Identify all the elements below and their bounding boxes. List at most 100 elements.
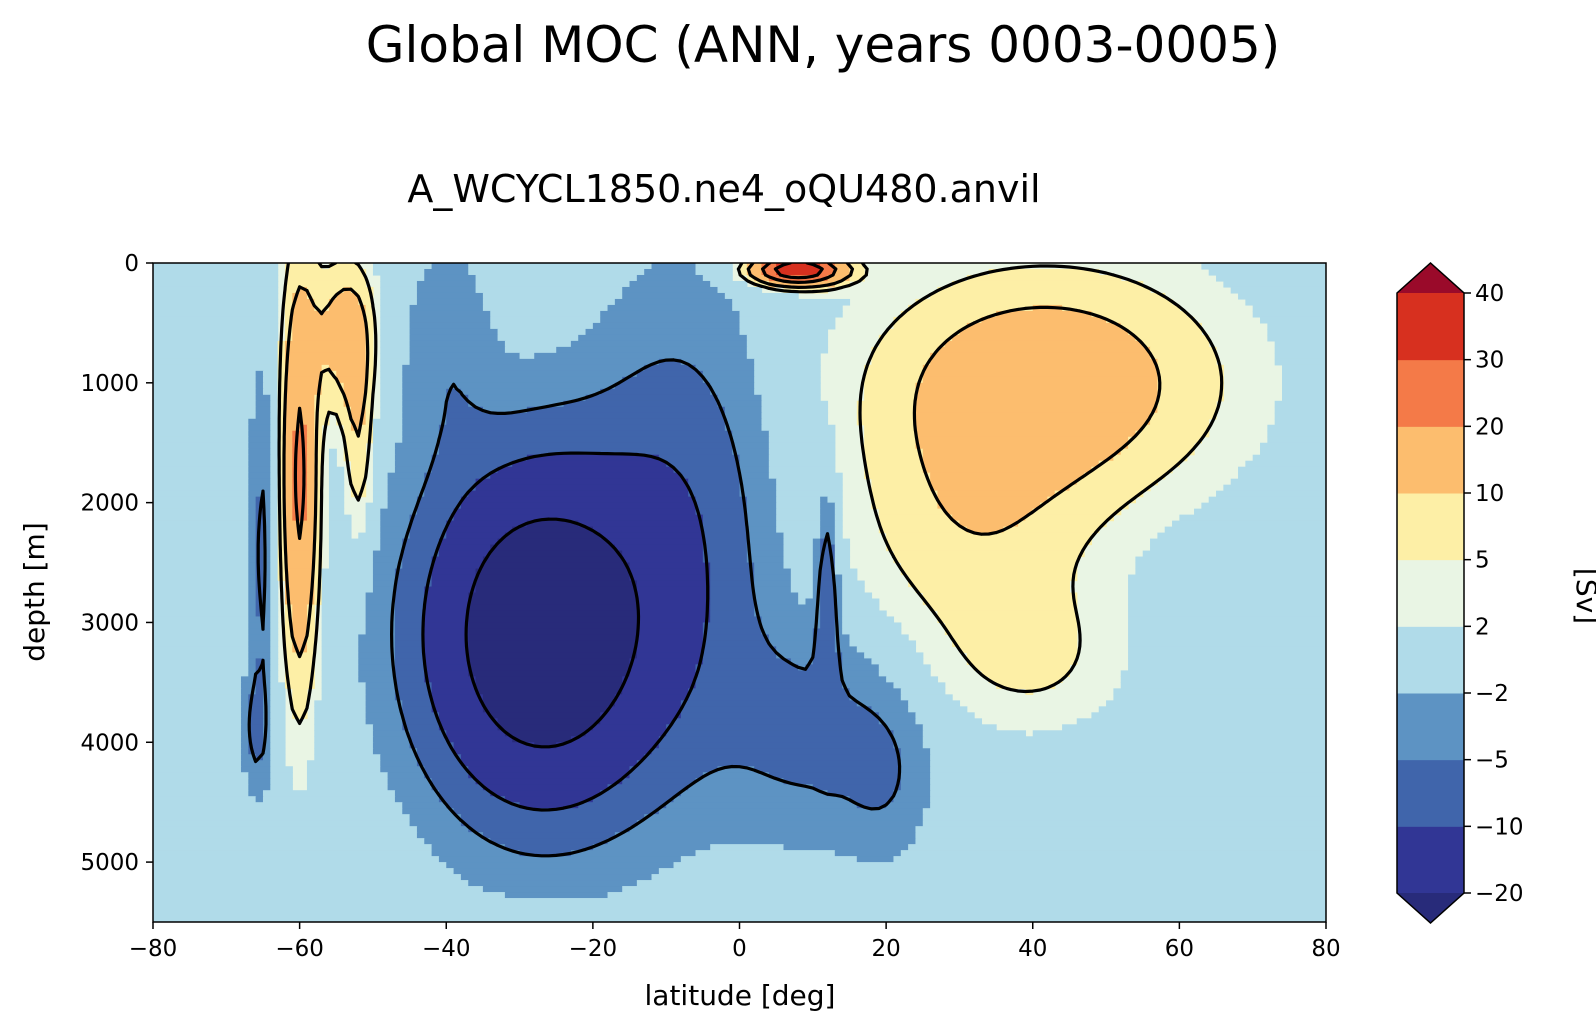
contour-fill-cell [240, 736, 249, 743]
contour-line [464, 517, 641, 749]
contour-fill-cell [878, 718, 917, 725]
contour-fill-cell [270, 412, 279, 420]
contour-fill-cell [1260, 442, 1326, 450]
contour-fill-cell [856, 646, 917, 654]
contour-fill-cell [372, 736, 411, 743]
contour-fill-cell [1120, 322, 1202, 330]
contour-fill-cell [893, 790, 931, 797]
contour-fill-cell [372, 448, 396, 456]
contour-fill-cell [153, 880, 469, 887]
contour-fill-cell [262, 538, 271, 546]
contour-fill-cell [937, 502, 1041, 510]
contour-fill-cell [431, 580, 477, 588]
contour-fill-cell [380, 508, 418, 516]
contour-fill-cell [842, 604, 880, 612]
contour-fill-cell [871, 346, 939, 354]
contour-fill-cell [915, 430, 1136, 438]
contour-fill-cell [328, 484, 345, 492]
contour-fill-cell [358, 298, 374, 306]
contour-fill-cell [1157, 388, 1224, 396]
contour-fill-cell [812, 658, 843, 665]
contour-fill-cell [153, 406, 257, 414]
contour-fill-cell [761, 412, 829, 420]
contour-fill-cell [328, 460, 337, 468]
contour-fill-cell [864, 370, 924, 378]
contour-fill-cell [248, 616, 271, 624]
contour-fill-cell [292, 430, 308, 438]
contour-fill-cell [153, 892, 506, 899]
contour-fill-cell [754, 592, 799, 600]
contour-fill-cell [834, 634, 851, 642]
contour-fill-cell [673, 466, 741, 474]
contour-fill-cell [314, 490, 323, 498]
contour-fill-cell [248, 742, 264, 749]
contour-fill-cell [658, 454, 741, 462]
contour-fill-cell [592, 844, 711, 851]
contour-fill-cell [328, 562, 374, 570]
contour-fill-cell [871, 490, 939, 498]
contour-fill-cell [284, 502, 293, 510]
contour-fill-cell [270, 622, 279, 630]
contour-fill-cell [255, 400, 271, 408]
contour-fill-cell [321, 628, 367, 636]
contour-fill-cell [153, 532, 249, 540]
contour-fill-cell [153, 586, 249, 594]
contour-fill-cell [416, 508, 455, 516]
contour-fill-cell [578, 802, 667, 809]
contour-fill-cell [394, 658, 425, 665]
contour-fill-cell [380, 352, 411, 360]
contour-fill-cell [153, 844, 433, 851]
contour-fill-cell [365, 346, 374, 354]
contour-fill-cell [431, 700, 484, 707]
contour-fill-cell [1274, 346, 1326, 354]
contour-fill-cell [834, 586, 843, 594]
contour-fill-cell [812, 562, 821, 570]
contour-fill-cell [1128, 634, 1326, 642]
contour-fill-cell [834, 502, 843, 510]
contour-fill-cell [248, 508, 257, 516]
contour-fill-cell [153, 412, 257, 420]
contour-fill-cell [262, 796, 396, 803]
contour-fill-cell [930, 796, 1326, 803]
contour-fill-cell [431, 466, 499, 474]
contour-fill-cell [270, 676, 279, 683]
contour-fill-cell [270, 544, 279, 552]
contour-fill-cell [526, 406, 726, 414]
contour-fill-cell [754, 376, 821, 384]
contour-fill-cell [922, 814, 1326, 821]
contour-fill-cell [497, 718, 601, 725]
contour-fill-cell [394, 652, 425, 659]
contour-fill-cell [996, 310, 1092, 318]
contour-fill-cell [314, 718, 367, 725]
contour-fill-cell [761, 394, 821, 402]
contour-fill-cell [820, 598, 836, 606]
contour-fill-cell [394, 796, 440, 803]
contour-fill-cell [394, 592, 425, 600]
contour-fill-cell [314, 706, 367, 713]
contour-fill-cell [306, 466, 315, 474]
contour-fill-cell [380, 358, 411, 366]
contour-fill-cell [702, 640, 770, 648]
contour-fill-cell [277, 490, 286, 498]
colorbar-band [1397, 359, 1464, 427]
contour-fill-cell [350, 460, 367, 468]
contour-fill-cell [475, 484, 689, 492]
contour-fill-cell [365, 388, 374, 396]
contour-fill-cell [372, 586, 396, 594]
contour-fill-cell [768, 454, 836, 462]
contour-fill-cell [153, 388, 257, 396]
contour-fill-cell [277, 478, 286, 486]
contour-fill-cell [636, 622, 704, 630]
contour-fill-cell [240, 760, 271, 767]
contour-fill-cell [1157, 364, 1224, 372]
contour-fill-cell [842, 592, 873, 600]
contour-fill-cell [519, 850, 572, 857]
contour-fill-cell [380, 376, 403, 384]
contour-fill-cell [380, 310, 411, 318]
contour-fill-cell [893, 682, 946, 689]
contour-fill-cell [153, 730, 242, 737]
contour-fill-cell [328, 466, 345, 474]
contour-fill-cell [710, 844, 785, 851]
contour-fill-cell [1194, 508, 1326, 516]
